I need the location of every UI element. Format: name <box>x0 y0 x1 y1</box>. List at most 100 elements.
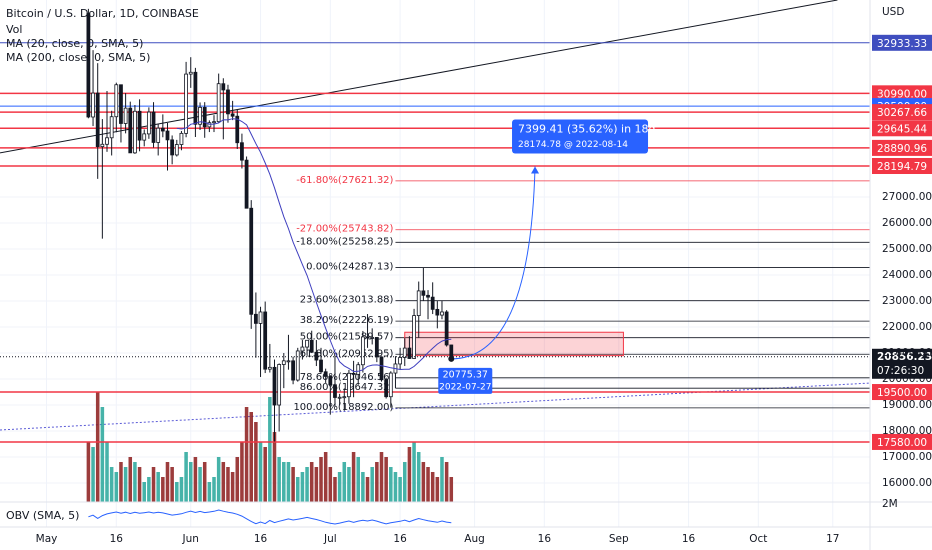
indicator-label: Vol <box>6 23 22 36</box>
candle-body <box>277 364 282 406</box>
volume-bar <box>105 442 109 502</box>
candle-body <box>267 366 272 370</box>
volume-bar <box>393 472 398 502</box>
start-price: 20775.37 <box>443 369 488 380</box>
projection-text: 7399.41 (35.62%) in 18d <box>518 123 656 136</box>
volume-bar <box>361 472 365 502</box>
candle-body <box>244 159 249 209</box>
candle-body <box>216 83 221 123</box>
fib-label: 0.00%(24287.13) <box>306 262 393 273</box>
candle-body <box>402 347 407 358</box>
candle-body <box>207 122 212 128</box>
volume-bar <box>351 452 356 502</box>
volume-bar <box>282 462 286 502</box>
candle-body <box>328 376 333 386</box>
volume-bar <box>137 467 142 502</box>
candle-body <box>137 110 142 141</box>
volume-bar <box>430 472 435 502</box>
volume-bar <box>165 462 170 502</box>
level-label: 28890.96 <box>877 143 927 155</box>
level-label-bg <box>872 384 932 401</box>
level-label-bg <box>872 157 932 174</box>
candle-body <box>384 379 389 398</box>
y-tick-label: 20000.00 <box>882 373 932 385</box>
volume-bar <box>142 482 146 502</box>
level-label-bg <box>872 34 932 51</box>
candle-body <box>230 113 235 117</box>
level-label: 28194.79 <box>877 161 927 173</box>
candle-body <box>360 336 365 366</box>
candle-body <box>188 71 193 75</box>
x-tick-label: Oct <box>749 533 767 545</box>
volume-bar <box>221 462 226 502</box>
y-tick-label: 23000.00 <box>882 295 932 307</box>
x-tick-label: Jul <box>323 533 337 545</box>
fib-label: 23.60%(23013.88) <box>300 295 394 306</box>
candle-body <box>314 351 319 361</box>
fib-label: 61.80%(20952.95) <box>300 348 394 359</box>
candle-body <box>151 111 156 143</box>
candle-body <box>398 357 402 365</box>
volume-bar <box>128 457 133 502</box>
volume-bar <box>175 482 179 502</box>
candle-body <box>444 311 449 346</box>
indicator-label: MA (200, close, 0, SMA, 5) <box>6 51 150 64</box>
volume-bar <box>389 467 393 502</box>
y-tick-label: 25000.00 <box>882 243 932 255</box>
level-label-bg <box>872 139 932 156</box>
volume-bar <box>207 482 212 502</box>
volume-bar <box>91 447 95 502</box>
volume-bar <box>100 407 105 502</box>
projection-curve <box>451 166 536 360</box>
obv-title: OBV (SMA, 5) <box>6 509 79 522</box>
volume-bar <box>184 452 188 502</box>
level-label: 17580.00 <box>877 437 927 449</box>
y-tick-label: 18000.00 <box>882 425 932 437</box>
currency-label: USD <box>882 6 904 18</box>
x-tick-label: 16 <box>254 533 268 545</box>
candle-body <box>91 92 95 118</box>
candle-body <box>86 13 91 118</box>
candle-body <box>198 106 202 125</box>
candle-body <box>221 83 226 91</box>
candle-body <box>179 132 184 145</box>
y-tick-label: 19000.00 <box>882 399 932 411</box>
fib-label: 50.00%(21589.57) <box>300 332 394 343</box>
candle-body <box>295 350 300 381</box>
candle-body <box>309 339 314 353</box>
x-tick-label: Aug <box>464 533 485 545</box>
volume-bar <box>254 422 258 502</box>
symbol-title: Bitcoin / U.S. Dollar, 1D, COINBASE <box>6 7 199 20</box>
candle-body <box>156 127 161 143</box>
candle-body <box>95 92 100 148</box>
level-label: 32933.33 <box>877 38 927 50</box>
fib-label: 100.00%(18892.00) <box>293 402 393 413</box>
volume-bar <box>272 432 277 502</box>
candle-body <box>333 384 337 398</box>
candle-body <box>170 139 175 156</box>
y-tick-label: 21000.00 <box>882 347 932 359</box>
candle-body <box>337 396 342 399</box>
volume-bar <box>440 457 444 502</box>
candle-body <box>263 311 268 370</box>
candle-body <box>226 89 230 115</box>
volume-bar <box>249 412 253 502</box>
volume-bar <box>235 457 240 502</box>
volume-bar <box>188 462 193 502</box>
fib-label: 78.60%(20046.56) <box>300 372 394 383</box>
y-tick-label: 17000.00 <box>882 451 932 463</box>
candle-body <box>370 337 375 339</box>
projection-start <box>448 355 455 362</box>
volume-bar <box>268 397 272 502</box>
projection-box <box>512 119 649 154</box>
candle-body <box>286 360 291 363</box>
volume-bar <box>263 447 267 502</box>
volume-bar <box>156 472 160 502</box>
obv-tick-label: 2M <box>882 498 898 510</box>
candle-body <box>109 116 114 139</box>
fib-label: 38.20%(22226.19) <box>300 315 394 326</box>
candle-body <box>272 366 277 406</box>
grid <box>0 0 870 527</box>
level-label: 19500.00 <box>877 387 927 399</box>
candle-body <box>123 107 128 124</box>
